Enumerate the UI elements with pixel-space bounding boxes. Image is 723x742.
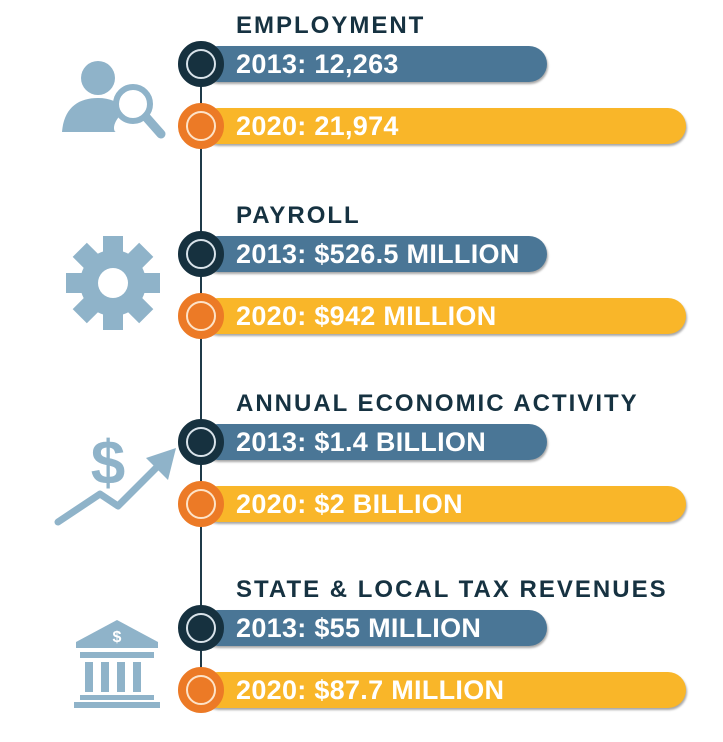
bar-label: 2020: $2 BILLION	[236, 488, 463, 519]
bar-label: 2020: 21,974	[236, 110, 399, 141]
marker-2013	[178, 231, 224, 277]
marker-2013	[178, 41, 224, 87]
bank-building-icon: $	[74, 620, 160, 708]
marker-2020	[178, 667, 224, 713]
bar-label: 2013: $55 MILLION	[236, 612, 482, 643]
bar-label: 2020: $87.7 MILLION	[236, 674, 505, 705]
bar-label: 2013: $1.4 BILLION	[236, 426, 486, 457]
bar-2020: 2020: $87.7 MILLION	[200, 672, 686, 708]
section-employment: EMPLOYMENT 2013: 12,263 2020: 21,974	[0, 12, 723, 164]
marker-2020	[178, 103, 224, 149]
section-title: STATE & LOCAL TAX REVENUES	[236, 576, 668, 603]
marker-2013	[178, 419, 224, 465]
bar-2013: 2013: 12,263	[200, 46, 547, 82]
marker-2013	[178, 605, 224, 651]
section-tax-revenues: STATE & LOCAL TAX REVENUES $ 2013: $55 M…	[0, 576, 723, 728]
person-search-icon	[62, 61, 166, 139]
section-title: PAYROLL	[236, 202, 361, 229]
bar-2013: 2013: $55 MILLION	[200, 610, 547, 646]
bar-2013: 2013: $526.5 MILLION	[200, 236, 547, 272]
svg-text:$: $	[113, 629, 122, 646]
marker-2020	[178, 481, 224, 527]
bar-label: 2020: $942 MILLION	[236, 300, 497, 331]
bar-2020: 2020: $2 BILLION	[200, 486, 686, 522]
bar-2020: 2020: $942 MILLION	[200, 298, 686, 334]
section-title: ANNUAL ECONOMIC ACTIVITY	[236, 390, 639, 417]
gear-icon	[66, 236, 160, 330]
bar-label: 2013: $526.5 MILLION	[236, 238, 520, 269]
marker-2020	[178, 293, 224, 339]
svg-text:$: $	[91, 429, 125, 498]
section-title: EMPLOYMENT	[236, 12, 426, 39]
dollar-growth-arrow-icon: $	[54, 429, 176, 526]
section-economic-activity: ANNUAL ECONOMIC ACTIVITY $ 2013: $1.4 BI…	[0, 390, 723, 542]
bar-label: 2013: 12,263	[236, 48, 399, 79]
section-payroll: PAYROLL 2013: $526.5 MILLION 2020: $942 …	[0, 202, 723, 354]
bar-2020: 2020: 21,974	[200, 108, 686, 144]
timeline-line	[200, 60, 202, 700]
bar-2013: 2013: $1.4 BILLION	[200, 424, 547, 460]
